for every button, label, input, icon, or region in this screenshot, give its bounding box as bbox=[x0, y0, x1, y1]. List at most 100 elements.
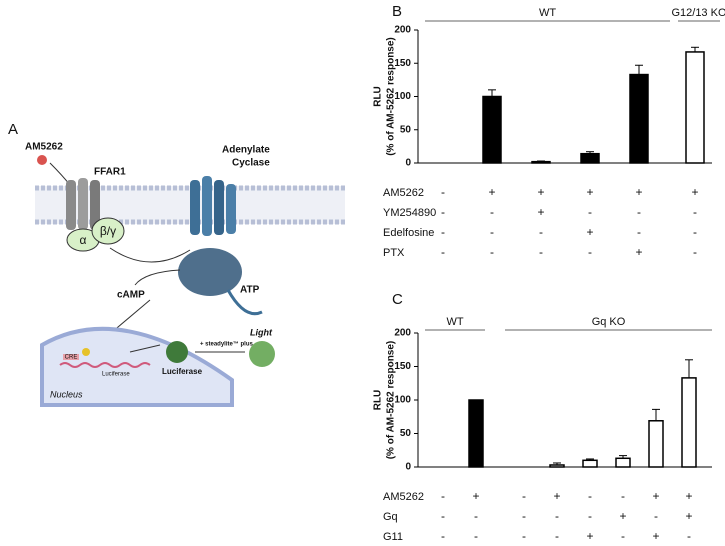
luciferase bbox=[166, 341, 188, 363]
y-tick-label: 150 bbox=[394, 58, 411, 69]
y-tick-label: 100 bbox=[394, 91, 411, 102]
y-axis-label: (% of AM-5262 response) bbox=[386, 37, 397, 156]
condition-sign: - bbox=[555, 529, 559, 543]
cyclase-label: Adenylate bbox=[222, 145, 270, 156]
y-axis-label: RLU bbox=[373, 390, 384, 411]
condition-sign: - bbox=[441, 529, 445, 543]
cyclase-label: Cyclase bbox=[232, 158, 270, 169]
condition-sign: + bbox=[635, 185, 642, 199]
tail bbox=[226, 289, 263, 316]
ligand-dot bbox=[37, 155, 47, 165]
luciferase-label: Luciferase bbox=[162, 367, 203, 376]
cyclase bbox=[214, 180, 224, 235]
condition-sign: - bbox=[588, 205, 592, 219]
beta-gamma-label: β/γ bbox=[100, 224, 116, 238]
condition-sign: - bbox=[588, 245, 592, 259]
condition-sign: - bbox=[522, 489, 526, 503]
condition-sign: - bbox=[441, 245, 445, 259]
condition-sign: - bbox=[693, 245, 697, 259]
receptor bbox=[66, 180, 76, 230]
y-tick-label: 200 bbox=[394, 328, 411, 339]
condition-label: PTX bbox=[383, 247, 405, 259]
bar bbox=[580, 152, 600, 164]
camp-label: cAMP bbox=[117, 290, 145, 301]
y-tick-label: 100 bbox=[394, 395, 411, 406]
group-label: G12/13 KO bbox=[671, 7, 725, 19]
condition-sign: + bbox=[685, 509, 692, 523]
ligand-label: AM5262 bbox=[25, 142, 63, 153]
condition-sign: + bbox=[537, 205, 544, 219]
group-label: Gq KO bbox=[592, 316, 626, 328]
bar bbox=[468, 399, 484, 468]
condition-label: Gq bbox=[383, 511, 398, 523]
bar bbox=[482, 95, 502, 164]
cre-box bbox=[63, 354, 79, 360]
condition-sign: - bbox=[490, 245, 494, 259]
diagram: A AM5262 FFAR1 α β/γ Adenylate Cyclase A… bbox=[8, 121, 345, 407]
bar bbox=[582, 459, 598, 468]
condition-sign: + bbox=[685, 489, 692, 503]
group-label: WT bbox=[539, 7, 556, 19]
g-beta-gamma bbox=[91, 217, 125, 245]
condition-label: AM5262 bbox=[383, 187, 424, 199]
condition-label: YM254890 bbox=[383, 207, 436, 219]
panel-label: B bbox=[392, 3, 402, 20]
condition-sign: - bbox=[539, 225, 543, 239]
y-axis-label: RLU bbox=[373, 86, 384, 107]
bar bbox=[531, 160, 551, 164]
bar bbox=[648, 420, 664, 468]
group-label: WT bbox=[446, 316, 463, 328]
condition-sign: - bbox=[654, 509, 658, 523]
condition-sign: - bbox=[621, 529, 625, 543]
condition-sign: - bbox=[474, 529, 478, 543]
receptor bbox=[90, 180, 100, 230]
phospho bbox=[82, 348, 90, 356]
bar bbox=[549, 464, 565, 468]
reagent-label: + steadylite™ plus bbox=[200, 341, 254, 348]
condition-sign: - bbox=[693, 205, 697, 219]
atp-label: ATP bbox=[240, 285, 260, 296]
condition-sign: - bbox=[588, 509, 592, 523]
condition-sign: - bbox=[490, 205, 494, 219]
condition-sign: + bbox=[553, 489, 560, 503]
condition-sign: + bbox=[691, 185, 698, 199]
y-tick-label: 0 bbox=[405, 462, 411, 473]
y-tick-label: 150 bbox=[394, 361, 411, 372]
cyclase bbox=[202, 176, 212, 236]
condition-sign: - bbox=[539, 245, 543, 259]
condition-sign: - bbox=[588, 489, 592, 503]
condition-sign: - bbox=[441, 509, 445, 523]
condition-sign: - bbox=[555, 509, 559, 523]
bar bbox=[629, 73, 649, 164]
condition-sign: - bbox=[693, 225, 697, 239]
condition-sign: + bbox=[652, 529, 659, 543]
bar bbox=[615, 457, 631, 468]
condition-sign: + bbox=[586, 225, 593, 239]
condition-sign: + bbox=[472, 489, 479, 503]
condition-label: Edelfosine bbox=[383, 227, 434, 239]
condition-sign: - bbox=[474, 509, 478, 523]
y-tick-label: 50 bbox=[400, 124, 412, 135]
dna bbox=[59, 362, 151, 368]
condition-sign: + bbox=[488, 185, 495, 199]
condition-label: G11 bbox=[383, 531, 403, 543]
condition-sign: + bbox=[537, 185, 544, 199]
condition-sign: - bbox=[441, 185, 445, 199]
condition-sign: + bbox=[619, 509, 626, 523]
y-tick-label: 0 bbox=[405, 158, 411, 169]
condition-sign: + bbox=[635, 245, 642, 259]
condition-sign: - bbox=[490, 225, 494, 239]
condition-sign: - bbox=[687, 529, 691, 543]
gene-label: Luciferase bbox=[102, 372, 130, 378]
condition-sign: - bbox=[441, 205, 445, 219]
alpha-label: α bbox=[80, 233, 87, 247]
receptor-label: FFAR1 bbox=[94, 167, 126, 178]
cyclase bbox=[226, 184, 236, 234]
condition-sign: - bbox=[621, 489, 625, 503]
y-tick-label: 50 bbox=[400, 428, 412, 439]
condition-sign: - bbox=[637, 205, 641, 219]
condition-sign: - bbox=[522, 509, 526, 523]
arrow bbox=[129, 344, 161, 353]
condition-sign: + bbox=[586, 185, 593, 199]
